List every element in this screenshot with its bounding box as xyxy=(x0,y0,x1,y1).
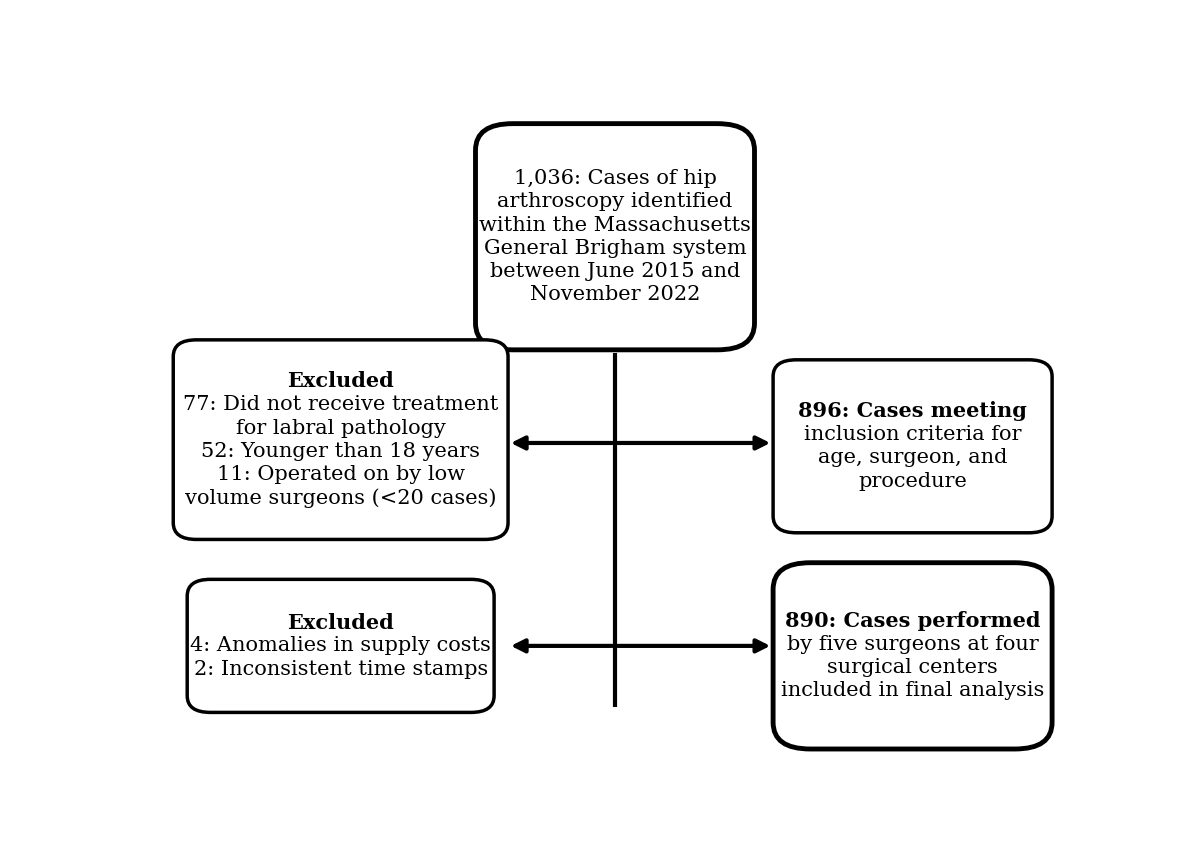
Text: within the Massachusetts: within the Massachusetts xyxy=(479,216,751,235)
Text: Excluded: Excluded xyxy=(287,372,394,391)
Text: by five surgeons at four: by five surgeons at four xyxy=(787,635,1038,654)
Text: 4: Anomalies in supply costs: 4: Anomalies in supply costs xyxy=(191,637,491,656)
Text: 1,036: Cases of hip: 1,036: Cases of hip xyxy=(514,169,716,188)
Text: age, surgeon, and: age, surgeon, and xyxy=(818,448,1007,467)
Text: November 2022: November 2022 xyxy=(530,285,700,304)
Text: included in final analysis: included in final analysis xyxy=(781,681,1044,700)
FancyBboxPatch shape xyxy=(773,359,1052,533)
Text: arthroscopy identified: arthroscopy identified xyxy=(497,193,733,212)
Text: 11: Operated on by low: 11: Operated on by low xyxy=(217,465,464,484)
FancyBboxPatch shape xyxy=(773,562,1052,749)
Text: 2: Inconsistent time stamps: 2: Inconsistent time stamps xyxy=(193,659,487,678)
FancyBboxPatch shape xyxy=(173,340,508,539)
Text: surgical centers: surgical centers xyxy=(827,658,998,677)
Text: 52: Younger than 18 years: 52: Younger than 18 years xyxy=(202,442,480,461)
Text: procedure: procedure xyxy=(858,472,967,491)
Text: 77: Did not receive treatment: 77: Did not receive treatment xyxy=(182,395,498,414)
Text: 896: Cases meeting: 896: Cases meeting xyxy=(798,402,1027,422)
Text: for labral pathology: for labral pathology xyxy=(235,418,445,437)
Text: volume surgeons (<20 cases): volume surgeons (<20 cases) xyxy=(185,488,497,508)
Text: between June 2015 and: between June 2015 and xyxy=(490,262,740,281)
Text: inclusion criteria for: inclusion criteria for xyxy=(804,425,1021,444)
Text: Excluded: Excluded xyxy=(287,613,394,632)
Text: 890: Cases performed: 890: Cases performed xyxy=(785,611,1040,631)
Text: General Brigham system: General Brigham system xyxy=(484,238,746,257)
FancyBboxPatch shape xyxy=(475,124,755,350)
FancyBboxPatch shape xyxy=(187,580,494,713)
